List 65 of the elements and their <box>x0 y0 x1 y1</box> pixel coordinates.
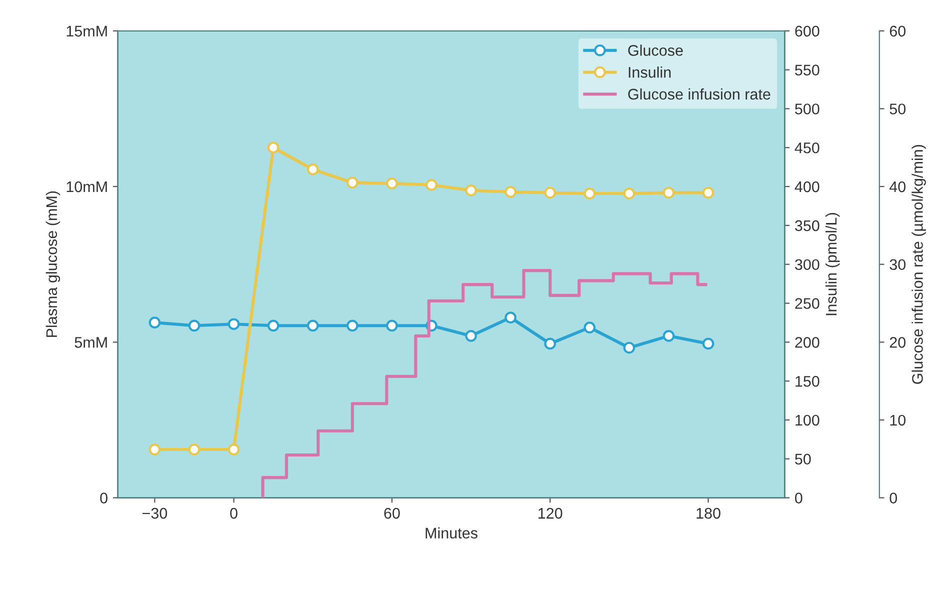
point <box>544 186 556 199</box>
y-tick-label: 0 <box>100 492 108 504</box>
point <box>306 320 319 332</box>
y2-tick-label: 550 <box>795 64 820 76</box>
point <box>662 186 675 199</box>
y-axis-title: Plasma glucose (mM) <box>46 191 60 337</box>
y3-tick-label: 50 <box>890 104 906 114</box>
y2-tick-label: 600 <box>795 26 820 37</box>
point <box>702 186 714 199</box>
point <box>188 320 200 332</box>
x-tick-label: −30 <box>142 508 168 519</box>
y2-tick-label: 250 <box>795 298 820 309</box>
legend-label: Glucose <box>628 44 683 56</box>
point <box>306 163 319 176</box>
point <box>584 322 596 334</box>
point <box>188 444 200 456</box>
y-tick-label: 10mM <box>66 181 107 192</box>
y-tick-label: 15mM <box>66 26 107 37</box>
y3-tick-label: 40 <box>889 181 906 192</box>
point <box>504 186 516 198</box>
point <box>544 338 556 350</box>
point <box>267 320 280 332</box>
point <box>702 338 714 350</box>
y3-tick-label: 30 <box>890 259 906 270</box>
legend-label: Glucose infusion rate <box>628 88 770 100</box>
x-tick-label: 120 <box>538 508 562 519</box>
y3-tick-label: 0 <box>890 492 898 504</box>
point <box>148 444 161 456</box>
y3-tick-label: 60 <box>890 26 906 37</box>
y2-tick-label: 500 <box>795 104 820 114</box>
y2-tick-label: 150 <box>796 376 820 387</box>
point <box>584 188 596 200</box>
point <box>623 188 636 200</box>
y2-tick-label: 200 <box>795 337 820 348</box>
y2-tick-label: 450 <box>794 142 820 154</box>
y2-tick-label: 0 <box>795 492 802 504</box>
point <box>148 316 161 328</box>
point <box>504 312 516 324</box>
point <box>465 330 477 342</box>
point <box>228 318 240 330</box>
y2-tick-label: 400 <box>794 181 820 192</box>
point <box>386 320 398 332</box>
x-axis-title: Minutes <box>426 527 478 539</box>
y2-axis-title: Insulin (pmol/L) <box>825 213 840 316</box>
point <box>228 444 240 456</box>
point <box>346 320 358 332</box>
y-tick-label: 5mM <box>74 337 107 348</box>
point <box>267 142 280 154</box>
point <box>386 177 398 190</box>
point <box>623 342 636 354</box>
y3-tick-label: 10 <box>890 414 906 426</box>
y3-tick-label: 20 <box>890 337 906 348</box>
y2-tick-label: 350 <box>795 220 820 232</box>
y2-tick-label: 50 <box>795 454 811 465</box>
point <box>662 330 675 342</box>
point <box>465 184 477 196</box>
x-tick-label: 60 <box>384 508 400 519</box>
x-tick-label: 180 <box>696 508 720 519</box>
y3-axis-title: Glucose infusion rate (µmol/kg/min) <box>912 144 926 384</box>
x-tick-label: 0 <box>230 508 238 519</box>
y2-tick-label: 100 <box>796 414 820 426</box>
legend-label: Insulin <box>628 66 671 78</box>
point <box>426 179 438 191</box>
y2-tick-label: 300 <box>795 259 820 270</box>
point <box>346 176 358 189</box>
